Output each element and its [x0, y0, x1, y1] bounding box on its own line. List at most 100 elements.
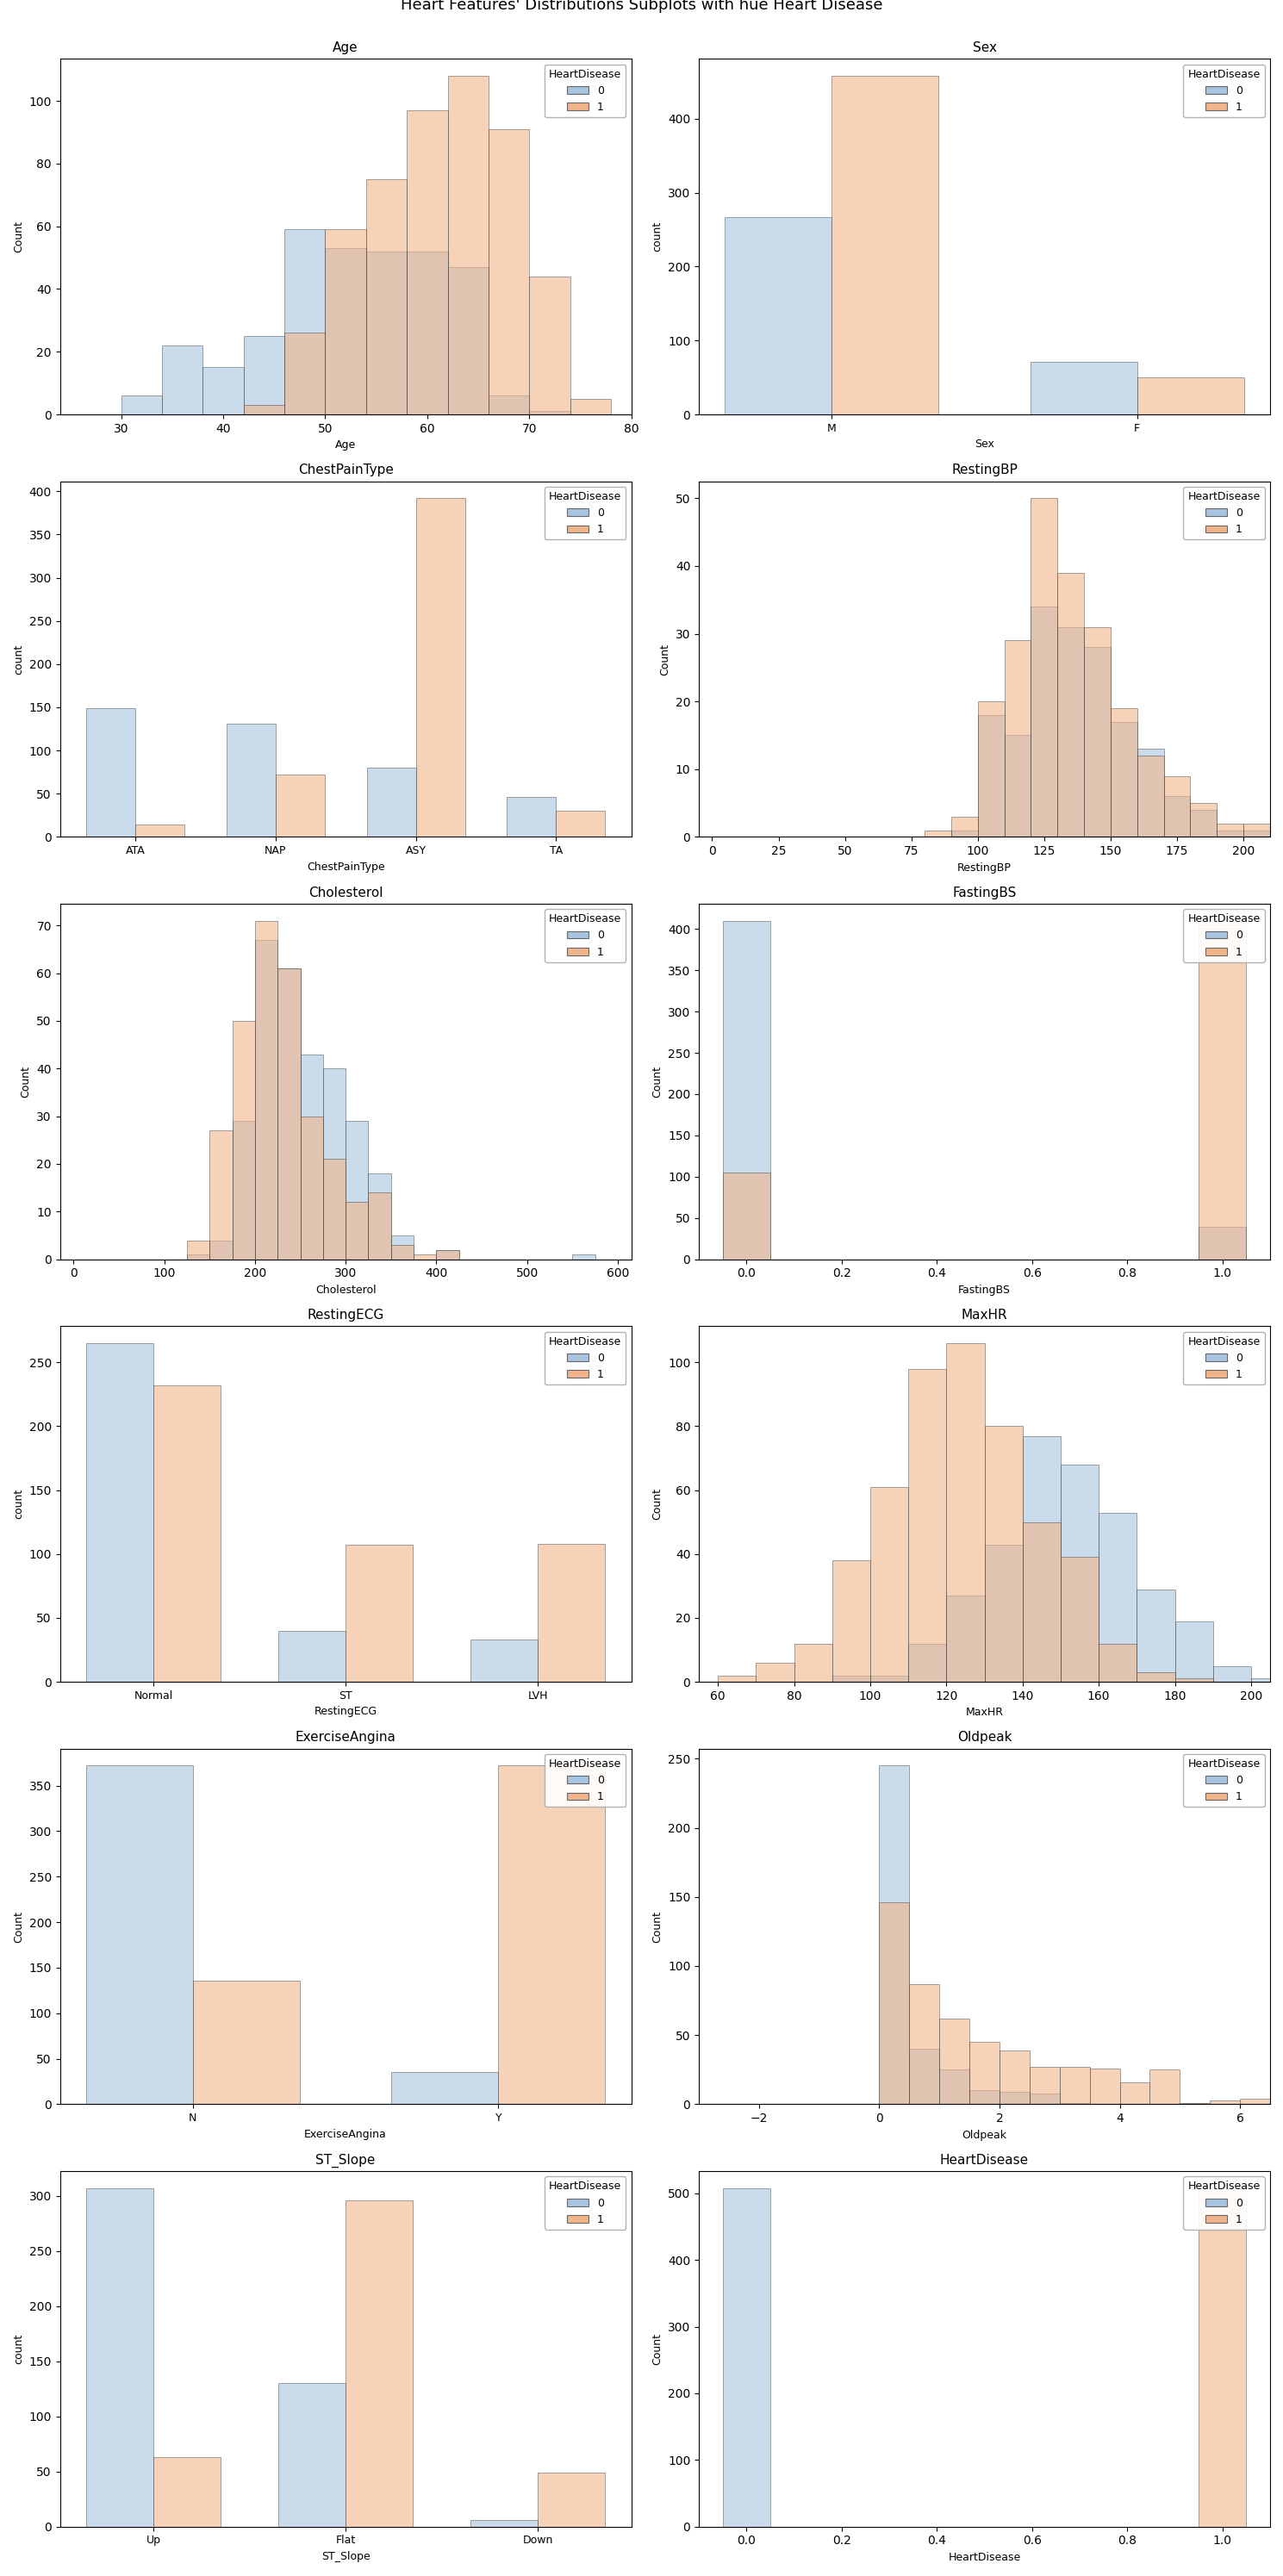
Bar: [1191, 809, 1218, 837]
Bar: [1089, 2069, 1120, 2105]
Bar: [416, 497, 464, 837]
Bar: [187, 1239, 209, 1260]
Text: Heart Features' Distributions Subplots with hue Heart Disease: Heart Features' Distributions Subplots w…: [400, 0, 883, 13]
X-axis label: FastingBS: FastingBS: [958, 1285, 1011, 1296]
Bar: [939, 2020, 970, 2105]
Bar: [529, 276, 570, 415]
Bar: [1098, 1512, 1137, 1682]
Bar: [984, 1427, 1023, 1682]
Bar: [978, 716, 1005, 837]
X-axis label: RestingBP: RestingBP: [957, 863, 1011, 873]
Bar: [1098, 1643, 1137, 1682]
Y-axis label: Count: Count: [652, 1489, 663, 1520]
Title: HeartDisease: HeartDisease: [940, 2154, 1029, 2166]
Bar: [153, 1386, 221, 1682]
Bar: [718, 1674, 756, 1682]
Bar: [498, 1765, 606, 2105]
Bar: [300, 1054, 323, 1260]
Title: ChestPainType: ChestPainType: [298, 464, 394, 477]
Bar: [86, 708, 135, 837]
Title: ST_Slope: ST_Slope: [316, 2154, 376, 2166]
Bar: [1084, 647, 1111, 837]
Bar: [1060, 2066, 1089, 2105]
Bar: [278, 1631, 345, 1682]
Bar: [1137, 1672, 1175, 1682]
Bar: [1061, 1556, 1098, 1682]
Y-axis label: count: count: [13, 644, 24, 675]
Bar: [1164, 796, 1191, 837]
Bar: [366, 180, 407, 415]
Bar: [1137, 755, 1164, 837]
Bar: [209, 1131, 232, 1260]
Legend: 0, 1: 0, 1: [545, 909, 626, 961]
Bar: [1120, 2081, 1150, 2105]
X-axis label: MaxHR: MaxHR: [966, 1708, 1003, 1718]
Legend: 0, 1: 0, 1: [1183, 487, 1265, 541]
Title: FastingBS: FastingBS: [952, 886, 1016, 899]
Bar: [209, 1239, 232, 1260]
Bar: [368, 1175, 391, 1260]
Bar: [255, 940, 277, 1260]
Bar: [323, 1159, 345, 1260]
Bar: [1175, 1620, 1212, 1682]
Bar: [121, 397, 162, 415]
Legend: 0, 1: 0, 1: [1183, 1332, 1265, 1383]
Bar: [951, 829, 978, 837]
Bar: [556, 811, 606, 837]
Legend: 0, 1: 0, 1: [1183, 1754, 1265, 1806]
Bar: [910, 2048, 939, 2105]
Title: MaxHR: MaxHR: [961, 1309, 1007, 1321]
Bar: [1175, 1680, 1212, 1682]
Bar: [1005, 641, 1032, 837]
Bar: [300, 1115, 323, 1260]
Bar: [471, 1638, 538, 1682]
Bar: [1198, 925, 1246, 1260]
Bar: [1084, 626, 1111, 837]
Bar: [1029, 2066, 1060, 2105]
Bar: [1164, 775, 1191, 837]
Bar: [1239, 2099, 1270, 2105]
Bar: [1023, 1435, 1061, 1682]
Bar: [970, 2043, 999, 2105]
Bar: [1057, 572, 1084, 837]
Bar: [413, 1255, 436, 1260]
Y-axis label: Count: Count: [13, 222, 24, 252]
Bar: [725, 216, 831, 415]
Bar: [529, 412, 570, 415]
Legend: 0, 1: 0, 1: [545, 1332, 626, 1383]
Bar: [1150, 2069, 1180, 2105]
Legend: 0, 1: 0, 1: [545, 2177, 626, 2228]
Legend: 0, 1: 0, 1: [545, 64, 626, 118]
Bar: [538, 2473, 606, 2527]
Bar: [1243, 829, 1270, 837]
Bar: [999, 2050, 1029, 2105]
Bar: [323, 1069, 345, 1260]
Bar: [162, 345, 203, 415]
X-axis label: Sex: Sex: [975, 438, 994, 451]
Bar: [951, 817, 978, 837]
Title: Oldpeak: Oldpeak: [957, 1731, 1012, 1744]
Bar: [939, 2069, 970, 2105]
Bar: [831, 75, 939, 415]
Bar: [391, 1244, 413, 1260]
Bar: [391, 1236, 413, 1260]
Bar: [978, 701, 1005, 837]
Legend: 0, 1: 0, 1: [545, 1754, 626, 1806]
Bar: [1111, 721, 1137, 837]
Bar: [368, 1193, 391, 1260]
Bar: [244, 404, 285, 415]
Bar: [870, 1486, 908, 1682]
Bar: [277, 969, 300, 1260]
Bar: [572, 1255, 595, 1260]
Bar: [192, 1981, 300, 2105]
Y-axis label: Count: Count: [652, 2334, 663, 2365]
Y-axis label: Count: Count: [659, 644, 671, 675]
Bar: [391, 2071, 498, 2105]
X-axis label: RestingECG: RestingECG: [314, 1705, 377, 1718]
Y-axis label: count: count: [13, 2334, 24, 2365]
Y-axis label: Count: Count: [21, 1066, 32, 1097]
Bar: [1198, 1226, 1246, 1260]
Legend: 0, 1: 0, 1: [545, 487, 626, 541]
Bar: [1023, 1522, 1061, 1682]
Bar: [970, 2089, 999, 2105]
